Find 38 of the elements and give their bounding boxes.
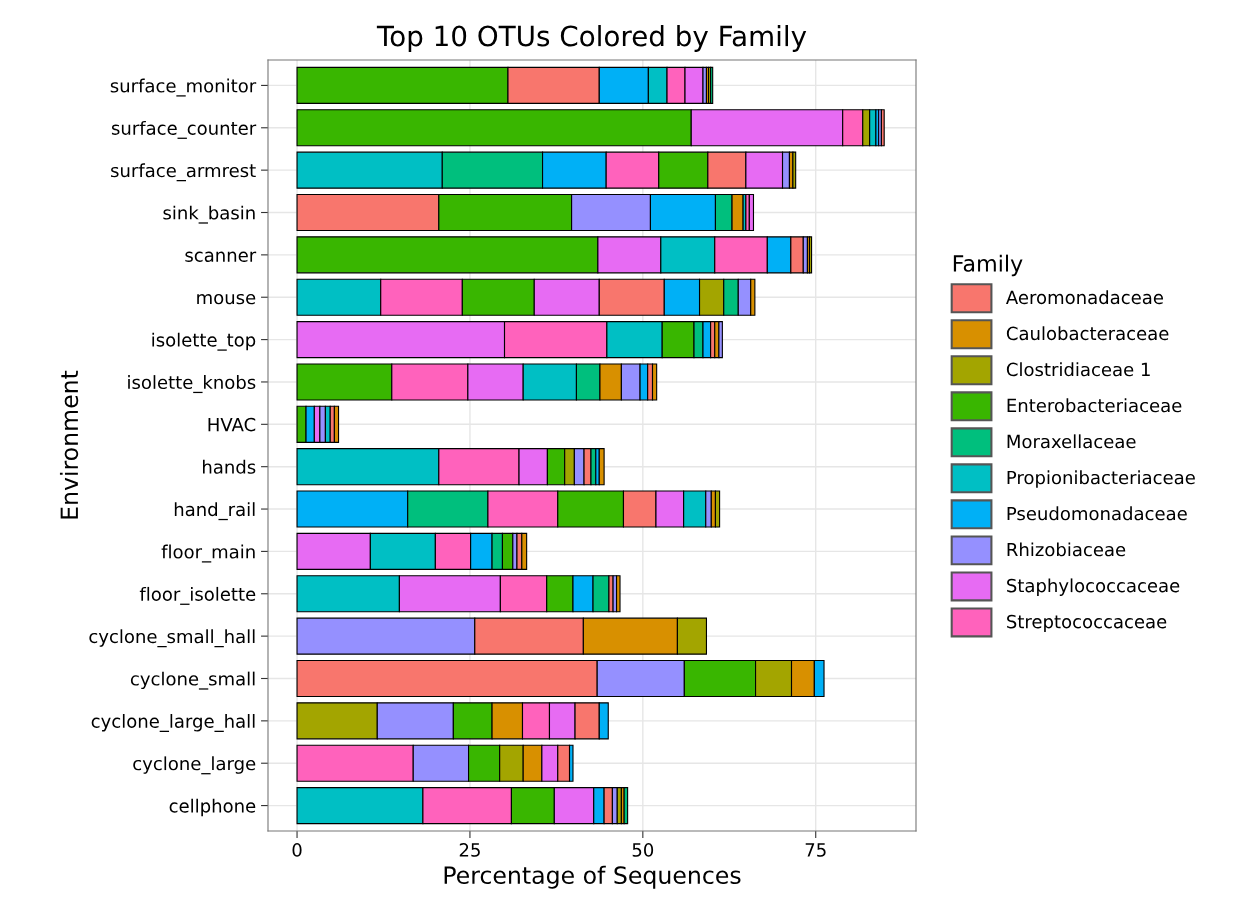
y-tick-label: hand_rail [174,502,255,521]
y-axis-title: Environment [59,370,79,519]
legend-label: Clostridiaceae 1 [1006,362,1150,377]
y-tick-label: cyclone_large_hall [91,714,255,732]
legend-label: Enterobacteriaceae [1007,398,1182,413]
y-tick-label: floor_main [161,544,255,563]
y-tick-label: cellphone [169,798,256,817]
y-tick-label: floor_isolette [139,586,256,605]
x-tick-label: 25 [459,843,480,857]
x-axis-title: Percentage of Sequences [444,865,741,889]
bar [651,363,658,401]
legend-label: Streptococcaceae [1007,614,1167,632]
y-tick-label: surface_armrest [111,163,256,182]
y-tick-label: scanner [185,251,257,262]
y-tick-label: mouse [197,293,256,305]
legend-label: Staphylococcaceae [1007,578,1180,596]
y-tick-label: cyclone_small_hall [89,629,255,648]
legend-title: Family [953,254,1023,277]
y-tick-label: surface_monitor [110,78,257,97]
y-tick-label: sink_basin [163,205,255,224]
y-tick-label: cyclone_small [130,671,255,690]
x-tick-label: 75 [805,843,826,857]
y-tick-label: isolette_knobs [128,375,256,394]
y-tick-label: hands [203,459,256,474]
legend-label: Caulobacteraceae [1006,326,1169,341]
y-tick-label: cyclone_large [133,756,256,775]
x-tick-label: 0 [292,843,302,857]
chart-title: Top 10 OTUs Colored by Family [376,25,807,52]
bar [598,448,605,486]
legend-label: Moraxellaceae [1007,434,1136,449]
legend-label: Pseudomonadaceae [1007,506,1187,521]
x-tick-label: 50 [632,843,654,857]
legend-label: Rhizobiaceae [1007,542,1126,557]
legend-label: Aeromonadaceae [1006,290,1163,305]
y-tick-label: HVAC [208,417,256,432]
y-tick-label: surface_counter [111,120,257,139]
y-tick-label: isolette_top [152,332,256,351]
legend-label: Propionibacteriaceae [1007,470,1195,488]
